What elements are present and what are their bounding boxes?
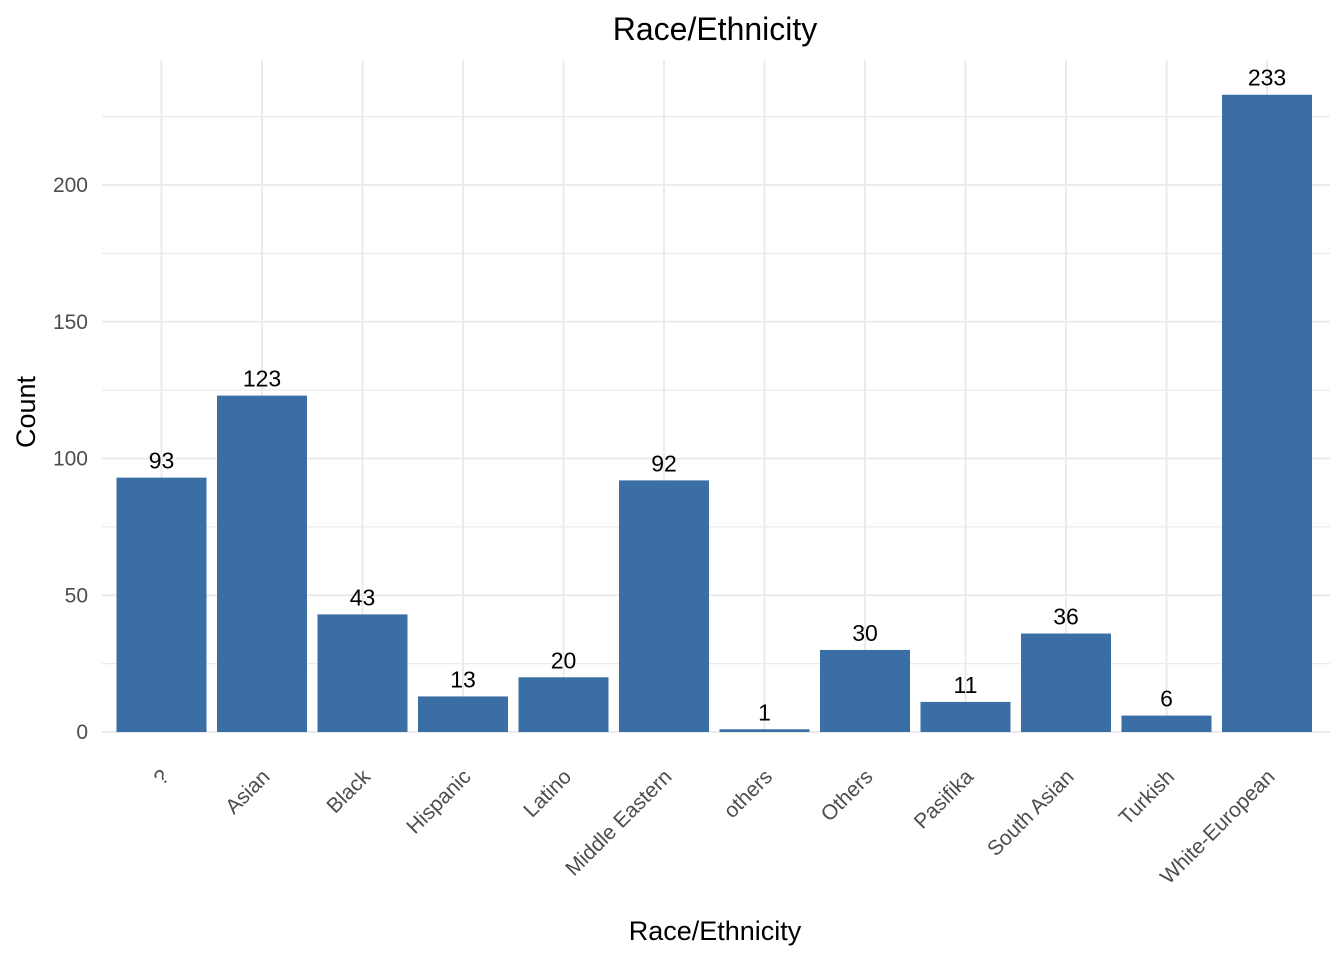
bar — [1021, 633, 1111, 732]
data-label: 20 — [551, 647, 577, 673]
data-label: 233 — [1248, 65, 1286, 91]
data-label: 43 — [350, 584, 376, 610]
bar — [317, 614, 408, 732]
data-label: 6 — [1160, 686, 1173, 712]
y-axis-title: Count — [11, 375, 41, 448]
data-label: 93 — [149, 448, 175, 474]
y-tick-label: 100 — [53, 448, 88, 471]
y-axis-tick-labels: 0 50 100 150 200 — [53, 174, 88, 744]
data-label: 123 — [243, 366, 281, 392]
bar — [1222, 94, 1312, 733]
bar — [418, 696, 508, 732]
y-tick-label: 50 — [65, 584, 88, 607]
bar — [920, 701, 1011, 732]
data-label: 92 — [651, 450, 677, 476]
data-label: 1 — [758, 699, 771, 725]
y-tick-label: 0 — [76, 721, 88, 744]
chart-title: Race/Ethnicity — [613, 11, 818, 47]
bar — [217, 395, 307, 732]
x-axis-title: Race/Ethnicity — [629, 916, 802, 946]
y-tick-label: 200 — [53, 174, 88, 197]
data-label: 13 — [450, 666, 476, 692]
data-label: 36 — [1053, 604, 1079, 630]
bar — [619, 480, 709, 732]
data-label: 11 — [954, 672, 978, 698]
bar — [820, 649, 910, 732]
bar — [1121, 715, 1212, 732]
data-labels: 93 123 43 13 20 92 1 30 11 36 6 233 — [149, 65, 1286, 726]
data-label: 30 — [852, 620, 878, 646]
bars — [116, 94, 1312, 733]
bar — [116, 477, 207, 732]
bar — [719, 729, 810, 732]
bar — [518, 677, 609, 732]
y-tick-label: 150 — [53, 311, 88, 334]
